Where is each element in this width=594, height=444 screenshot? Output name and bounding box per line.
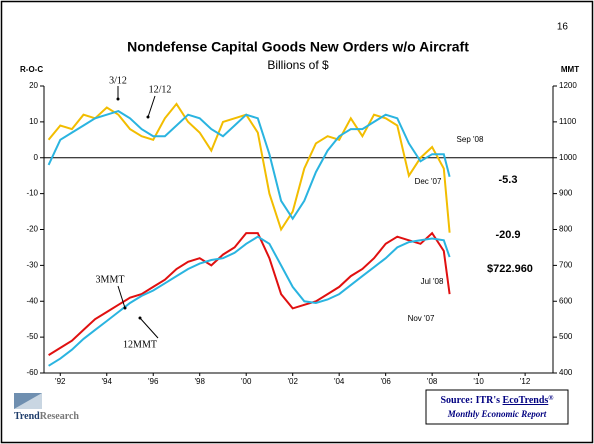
logo-b: Research — [40, 411, 80, 422]
y-tick-label: -40 — [26, 296, 38, 305]
page-number: 16 — [557, 22, 569, 33]
annotation: Sep '08 — [457, 135, 484, 144]
y-tick-label: -10 — [26, 189, 38, 198]
series-name: 3/12 — [109, 75, 127, 86]
x-tick-label: '06 — [380, 377, 391, 386]
source-text: Source: ITR's EcoTrends® — [440, 394, 554, 407]
y2-tick-label: 700 — [559, 260, 573, 269]
y-tick-label: -60 — [26, 368, 38, 377]
y2-tick-label: 600 — [559, 296, 573, 305]
annotation: Dec '07 — [415, 177, 442, 186]
y2-tick-label: 800 — [559, 225, 573, 234]
data-label: -5.3 — [499, 174, 518, 186]
y2-tick-label: 500 — [559, 332, 573, 341]
series-name: 12MMT — [123, 339, 157, 350]
y-tick-label: -50 — [26, 332, 38, 341]
logo-a: Trend — [14, 411, 40, 422]
y-axis-label: R-O-C — [20, 65, 43, 74]
annotation-arrow — [117, 285, 126, 309]
chart-subtitle: Billions of $ — [267, 58, 329, 72]
arrow-head — [123, 306, 127, 310]
arrow-head — [146, 115, 150, 119]
series-name: 3MMT — [96, 274, 125, 285]
x-tick-label: '94 — [102, 377, 113, 386]
y2-tick-label: 400 — [559, 368, 573, 377]
x-tick-label: '12 — [520, 377, 531, 386]
annotation: Nov '07 — [408, 314, 435, 323]
source-box — [425, 389, 569, 425]
x-tick-label: '96 — [148, 377, 159, 386]
source-sub: Monthly Economic Report — [447, 409, 547, 419]
logo-text: TrendResearch — [14, 411, 79, 422]
source-link[interactable]: EcoTrends — [503, 395, 549, 406]
annotation-arrow — [147, 95, 156, 118]
y-tick-label: -20 — [26, 225, 38, 234]
y2-axis-label: MMT — [561, 65, 579, 74]
x-tick-label: '04 — [334, 377, 345, 386]
y-tick-label: -30 — [26, 260, 38, 269]
y2-tick-label: 1200 — [559, 81, 577, 90]
series-line — [48, 231, 451, 356]
x-tick-label: '92 — [55, 377, 66, 386]
y2-tick-label: 900 — [559, 189, 573, 198]
logo-mark — [14, 393, 42, 409]
y-tick-label: 20 — [29, 81, 38, 90]
x-tick-label: '00 — [241, 377, 252, 386]
source-prefix: Source: ITR's — [440, 395, 500, 406]
logo: TrendResearch — [14, 393, 79, 422]
source-mark: ® — [548, 394, 554, 402]
series-line — [48, 235, 451, 367]
y2-tick-label: 1100 — [559, 117, 577, 126]
data-label: -20.9 — [495, 229, 520, 241]
x-tick-label: '02 — [287, 377, 298, 386]
y2-tick-label: 1000 — [559, 153, 577, 162]
x-tick-label: '10 — [473, 377, 484, 386]
y-tick-label: 0 — [34, 153, 39, 162]
chart-title: Nondefense Capital Goods New Orders w/o … — [127, 39, 469, 55]
series-line — [47, 102, 451, 233]
annotation-arrow — [139, 317, 159, 339]
arrow-head — [116, 97, 120, 101]
y-tick-label: 10 — [29, 117, 38, 126]
series-line — [47, 110, 451, 221]
series-name: 12/12 — [149, 84, 172, 95]
x-tick-label: '08 — [427, 377, 438, 386]
x-tick-label: '98 — [195, 377, 206, 386]
annotation: Jul '08 — [421, 277, 444, 286]
data-label: $722.960 — [487, 263, 533, 275]
arrow-head — [138, 316, 142, 320]
